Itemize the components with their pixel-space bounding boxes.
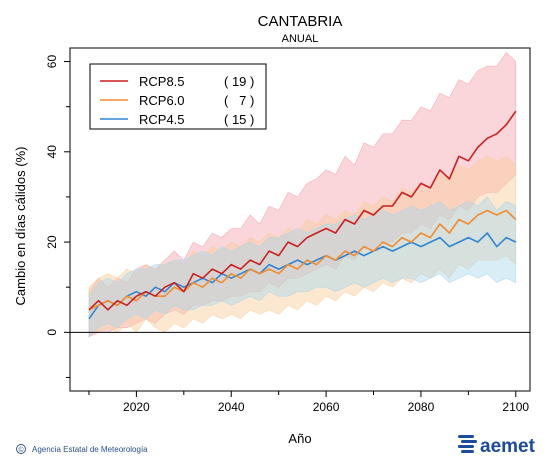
footer-credit: © Agencia Estatal de Meteorología: [16, 444, 148, 454]
x-axis-label: Año: [288, 431, 311, 446]
copyright-symbol: ©: [18, 446, 24, 454]
x-tick-label: 2080: [408, 400, 435, 414]
y-tick-label: 60: [45, 55, 59, 69]
line-rcp85: [88, 110, 517, 311]
legend-count: ( 19 ): [224, 74, 254, 89]
legend-count: ( 15 ): [224, 112, 254, 127]
legend-count: ( 7 ): [224, 93, 254, 108]
legend: RCP8.5 ( 19 ) RCP6.0 ( 7 ) RCP4.5 ( 15 ): [89, 63, 267, 130]
y-axis-label: Cambio en días cálidos (%): [13, 147, 28, 306]
chart-subtitle: ANUAL: [282, 33, 319, 45]
confidence-bands: [88, 52, 517, 338]
x-axis-ticks: 2020 2040 2060 2080 2100: [88, 391, 529, 414]
x-tick-label: 2060: [313, 400, 340, 414]
y-tick-label: 40: [45, 145, 59, 159]
legend-box: [89, 63, 267, 130]
legend-label: RCP6.0: [139, 93, 185, 108]
y-tick-label: 20: [45, 235, 59, 249]
series-lines: [88, 110, 517, 320]
aemet-emblem-icon: [458, 435, 477, 453]
chart-title: CANTABRIA: [258, 13, 343, 30]
x-tick-label: 2020: [123, 400, 150, 414]
legend-label: RCP8.5: [139, 74, 185, 89]
logo-text: aemet: [480, 436, 536, 457]
credit-text: Agencia Estatal de Meteorología: [32, 445, 148, 454]
y-tick-label: 0: [45, 329, 59, 336]
x-tick-label: 2100: [502, 400, 529, 414]
copyright-icon: [16, 444, 26, 454]
aemet-logo: aemet: [458, 435, 536, 457]
line-rcp45: [88, 232, 517, 320]
plot-frame: [69, 47, 531, 392]
band-rcp45: [88, 196, 517, 338]
line-rcp60: [88, 209, 517, 311]
y-axis-ticks: 0 20 40 60: [45, 55, 70, 378]
legend-label: RCP4.5: [139, 112, 185, 127]
x-tick-label: 2040: [218, 400, 245, 414]
